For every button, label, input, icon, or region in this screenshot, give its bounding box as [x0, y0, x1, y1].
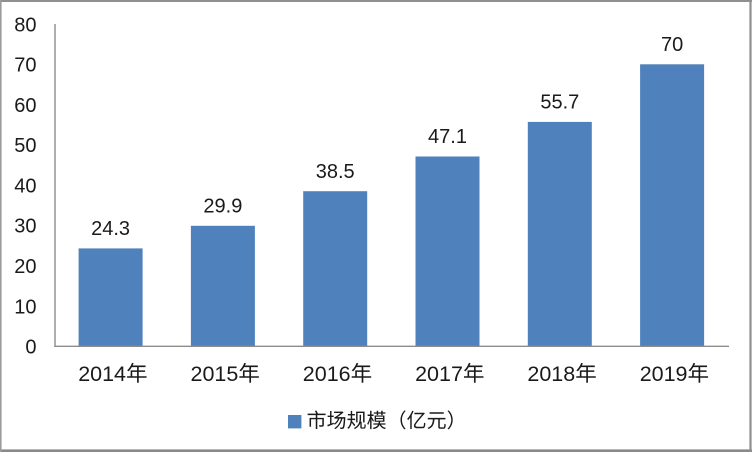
svg-text:29.9: 29.9 — [203, 195, 242, 217]
svg-text:24.3: 24.3 — [91, 218, 130, 240]
svg-text:60: 60 — [14, 95, 36, 117]
svg-text:70: 70 — [14, 55, 36, 77]
svg-text:30: 30 — [14, 216, 36, 238]
svg-text:55.7: 55.7 — [540, 92, 579, 114]
svg-text:50: 50 — [14, 135, 36, 157]
svg-text:0: 0 — [25, 337, 36, 359]
svg-text:2019: 2019 — [640, 362, 688, 386]
svg-text:10: 10 — [14, 296, 36, 318]
svg-text:38.5: 38.5 — [316, 161, 355, 183]
svg-text:20: 20 — [14, 256, 36, 278]
svg-text:2018: 2018 — [527, 362, 575, 386]
svg-text:2017: 2017 — [415, 362, 463, 386]
svg-text:80: 80 — [14, 14, 36, 36]
svg-text:2016: 2016 — [303, 362, 351, 386]
svg-text:2015: 2015 — [191, 362, 239, 386]
svg-text:70: 70 — [661, 34, 683, 56]
svg-text:40: 40 — [14, 175, 36, 197]
svg-text:47.1: 47.1 — [428, 126, 467, 148]
svg-text:2014: 2014 — [78, 362, 126, 386]
